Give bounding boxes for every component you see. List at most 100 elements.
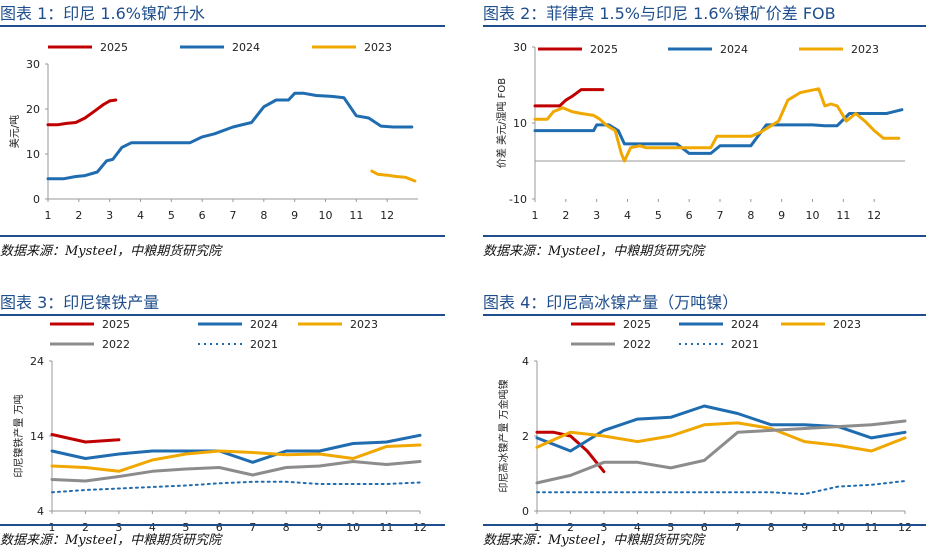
y-tick-label: 30 — [26, 58, 40, 71]
x-tick-label: 11 — [349, 209, 363, 222]
x-tick-label: 7 — [717, 209, 724, 222]
y-axis-label: 价差 美元/湿吨 FOB — [495, 78, 508, 168]
x-tick-label: 3 — [115, 521, 122, 534]
x-tick-label: 12 — [867, 209, 881, 222]
x-tick-label: 6 — [701, 521, 708, 534]
series-line-2024 — [50, 433, 422, 464]
x-tick-label: 11 — [865, 521, 879, 534]
source-note: 数据来源：Mysteel，中粮期货研究院 — [483, 244, 705, 259]
chart-title: 图表 2：菲律宾 1.5%与印尼 1.6%镍矿价差 FOB — [483, 4, 836, 23]
x-tick-label: 8 — [283, 521, 290, 534]
x-tick-label: 9 — [291, 209, 298, 222]
series-line-2023 — [50, 443, 422, 473]
x-tick-label: 11 — [836, 209, 850, 222]
y-tick-label: -10 — [509, 193, 527, 206]
series-line-2025 — [535, 430, 606, 474]
series-line-2024 — [535, 404, 907, 453]
x-tick-label: 11 — [380, 521, 394, 534]
y-tick-label: 0 — [522, 505, 529, 518]
legend-label-2024: 2024 — [720, 43, 748, 56]
y-tick-label: 14 — [30, 430, 44, 443]
x-tick-label: 10 — [346, 521, 360, 534]
y-axis-label: 印尼镍铁产量 万吨 — [12, 394, 25, 477]
x-tick-label: 3 — [593, 209, 600, 222]
series-line-2021 — [51, 480, 421, 494]
legend-label-2024: 2024 — [232, 41, 260, 54]
panel-chart-4: 图表 4：印尼高冰镍产量（万吨镍） 0 2 4 1 2 3 4 5 6 7 8 9 10 11 12 印尼高冰… — [483, 289, 926, 554]
legend-label-2025: 2025 — [623, 318, 651, 331]
x-tick-label: 5 — [168, 209, 175, 222]
title-rule — [0, 25, 445, 27]
title-rule — [483, 25, 926, 27]
legend-label-2023: 2023 — [833, 318, 861, 331]
x-tick-label: 7 — [734, 521, 741, 534]
legend-label-2022: 2022 — [102, 338, 130, 351]
y-tick-label: 10 — [513, 117, 527, 130]
x-tick-label: 1 — [534, 521, 541, 534]
series-line-2022 — [50, 460, 422, 483]
source-rule — [483, 524, 926, 526]
x-tick-label: 5 — [655, 209, 662, 222]
y-tick-label: 10 — [26, 148, 40, 161]
x-tick-label: 10 — [806, 209, 820, 222]
chart-title: 图表 1：印尼 1.6%镍矿升水 — [0, 4, 206, 23]
series-line-2022 — [535, 419, 907, 485]
x-tick-label: 12 — [898, 521, 912, 534]
panel-chart-3: 图表 3：印尼镍铁产量 4 14 24 1 2 3 4 5 6 7 8 9 10 11 12 印尼镍铁产量 万… — [0, 289, 450, 554]
series-line-2024 — [533, 108, 904, 155]
series-line-2025 — [50, 433, 121, 444]
source-rule — [0, 235, 445, 237]
x-tick-label: 7 — [249, 521, 256, 534]
panel-chart-1: 图表 1：印尼 1.6%镍矿升水 0 10 20 30 1 2 3 4 5 6 7 8 9 10 11 12 美… — [0, 0, 450, 265]
y-tick-label: 30 — [513, 41, 527, 54]
x-tick-label: 2 — [75, 209, 82, 222]
series-line-2023 — [533, 87, 901, 163]
x-tick-label: 1 — [45, 209, 52, 222]
title-rule — [483, 314, 926, 316]
x-tick-label: 4 — [149, 521, 156, 534]
x-tick-label: 6 — [199, 209, 206, 222]
x-tick-label: 5 — [182, 521, 189, 534]
x-tick-label: 3 — [106, 209, 113, 222]
x-tick-label: 4 — [624, 209, 631, 222]
series-line-2021 — [536, 480, 906, 496]
source-rule — [483, 235, 926, 237]
legend-label-2025: 2025 — [102, 318, 130, 331]
legend-label-2021: 2021 — [250, 338, 278, 351]
x-tick-label: 4 — [137, 209, 144, 222]
panel-chart-2: 图表 2：菲律宾 1.5%与印尼 1.6%镍矿价差 FOB -10 10 30 1 2 3… — [483, 0, 926, 265]
legend-label-2023: 2023 — [364, 41, 392, 54]
x-tick-label: 9 — [316, 521, 323, 534]
x-tick-label: 8 — [260, 209, 267, 222]
x-tick-label: 2 — [567, 521, 574, 534]
x-tick-label: 8 — [768, 521, 775, 534]
x-tick-label: 6 — [216, 521, 223, 534]
chart-title: 图表 4：印尼高冰镍产量（万吨镍） — [483, 293, 739, 312]
x-tick-label: 7 — [230, 209, 237, 222]
x-tick-label: 4 — [634, 521, 641, 534]
legend-label-2021: 2021 — [731, 338, 759, 351]
legend-label-2023: 2023 — [851, 43, 879, 56]
legend-label-2024: 2024 — [731, 318, 759, 331]
x-tick-label: 3 — [600, 521, 607, 534]
source-rule — [0, 524, 445, 526]
series-line-2024 — [46, 91, 414, 181]
x-tick-label: 2 — [562, 209, 569, 222]
legend-label-2024: 2024 — [250, 318, 278, 331]
source-note: 数据来源：Mysteel，中粮期货研究院 — [0, 244, 222, 259]
series-line-2023 — [535, 421, 907, 453]
x-tick-label: 12 — [380, 209, 394, 222]
y-axis-label: 美元/吨 — [8, 115, 21, 148]
title-rule — [0, 314, 445, 316]
legend-label-2025: 2025 — [590, 43, 618, 56]
x-tick-label: 2 — [82, 521, 89, 534]
y-axis-label: 印尼高冰镍产量 万金吨镍 — [497, 379, 510, 492]
x-tick-label: 1 — [532, 209, 539, 222]
y-tick-label: 20 — [26, 103, 40, 116]
x-tick-label: 5 — [667, 521, 674, 534]
y-tick-label: 4 — [522, 355, 529, 368]
x-tick-label: 10 — [831, 521, 845, 534]
